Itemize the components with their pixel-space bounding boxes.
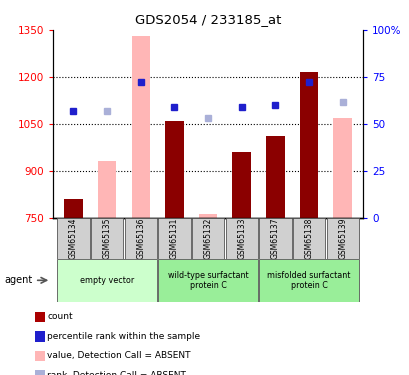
Bar (326, 217, 358, 259)
Bar (57, 259, 157, 302)
Text: GSM65136: GSM65136 (136, 217, 145, 259)
Text: GSM65131: GSM65131 (169, 217, 178, 259)
Bar (232, 152, 250, 217)
Bar (98, 161, 116, 218)
Bar (158, 259, 257, 302)
Text: GSM65137: GSM65137 (270, 217, 279, 259)
Text: value, Detection Call = ABSENT: value, Detection Call = ABSENT (47, 351, 190, 360)
Text: GSM65132: GSM65132 (203, 217, 212, 259)
Text: GSM65135: GSM65135 (102, 217, 111, 259)
Bar (299, 72, 317, 217)
Text: wild-type surfactant
protein C: wild-type surfactant protein C (167, 271, 248, 290)
Text: empty vector: empty vector (80, 276, 134, 285)
Text: GSM65138: GSM65138 (304, 217, 313, 259)
Bar (265, 136, 284, 218)
Bar (258, 259, 358, 302)
Title: GDS2054 / 233185_at: GDS2054 / 233185_at (135, 13, 281, 26)
Text: agent: agent (4, 275, 32, 285)
Bar (131, 36, 150, 218)
Bar (191, 217, 224, 259)
Bar (258, 217, 291, 259)
Text: GSM65139: GSM65139 (337, 217, 346, 259)
Text: percentile rank within the sample: percentile rank within the sample (47, 332, 200, 341)
Bar (333, 118, 351, 218)
Bar (165, 121, 183, 218)
Text: GSM65133: GSM65133 (237, 217, 246, 259)
Bar (91, 217, 123, 259)
Bar (225, 217, 257, 259)
Text: GSM65134: GSM65134 (69, 217, 78, 259)
Text: rank, Detection Call = ABSENT: rank, Detection Call = ABSENT (47, 371, 186, 375)
Bar (292, 217, 324, 259)
Bar (158, 217, 190, 259)
Bar (198, 214, 217, 217)
Text: count: count (47, 312, 73, 321)
Text: misfolded surfactant
protein C: misfolded surfactant protein C (267, 271, 350, 290)
Bar (57, 217, 90, 259)
Bar (124, 217, 157, 259)
Bar (64, 199, 83, 217)
